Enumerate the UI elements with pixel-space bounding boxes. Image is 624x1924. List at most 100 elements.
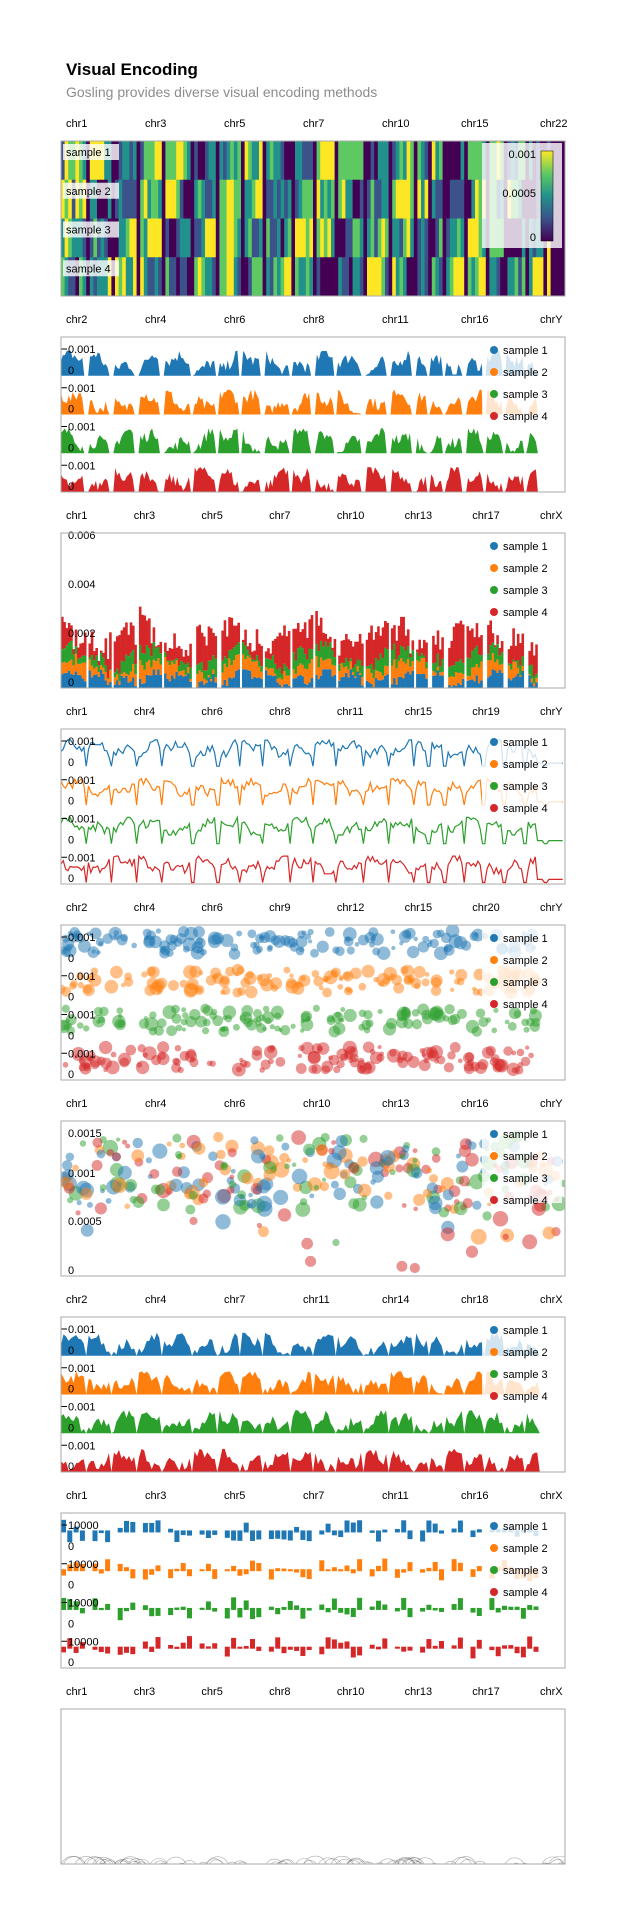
scatter-point <box>239 1011 253 1025</box>
heatmap-cell <box>421 257 425 297</box>
stacked-bar-mark <box>93 651 96 661</box>
stacked-bar-mark <box>308 648 312 664</box>
stacked-bar-mark <box>301 629 305 649</box>
scatter-point <box>229 1174 235 1180</box>
chart-track-9[interactable]: chr1 chr3 chr5 chr8 chr10 chr13 chr17 chrX <box>60 1686 572 1880</box>
heatmap-cell <box>363 257 368 297</box>
heatmap-cell <box>305 179 310 219</box>
stacked-bar-mark <box>439 675 442 688</box>
scatter-point <box>337 984 344 990</box>
heatmap-cell <box>550 257 555 297</box>
scatter-point <box>516 1048 525 1057</box>
heatmap-cell <box>291 257 296 297</box>
scatter-point <box>125 1143 131 1149</box>
stacked-bar-mark <box>74 653 78 672</box>
stacked-bar-mark <box>93 660 96 669</box>
circle-mark <box>548 1855 565 1864</box>
legend-swatch <box>490 1130 498 1138</box>
bar-mark <box>105 1646 111 1654</box>
stacked-bar-mark <box>393 677 396 688</box>
chart-track-7[interactable]: chr2 chr4 chr7 chr11 chr14 chr18 chrX0.00100.0… <box>60 1294 566 1473</box>
line-series-2 <box>61 776 563 806</box>
heatmap-cell <box>172 257 177 297</box>
heatmap-cell <box>323 218 328 258</box>
chart-track-8[interactable]: chr1 chr3 chr5 chr7 chr11 chr16 chrX1000001000… <box>60 1490 566 1669</box>
heatmap-cell <box>266 141 271 181</box>
stacked-bar-mark <box>294 673 298 679</box>
stacked-bar-mark <box>519 676 522 688</box>
stacked-bar-mark <box>512 661 515 678</box>
chart-track-3[interactable]: chr1 chr3 chr5 chr7 chr10 chr13 chr17 chrX0.006… <box>60 510 566 689</box>
stacked-bar-mark <box>457 623 460 662</box>
stacked-bar-mark <box>406 646 410 659</box>
stacked-bar-mark <box>521 670 525 688</box>
stacked-bar-mark <box>118 635 121 674</box>
stacked-bar-mark <box>294 628 298 661</box>
stacked-bar-mark <box>487 677 490 688</box>
scatter-point <box>225 966 235 977</box>
scatter-point <box>401 964 415 978</box>
heatmap-cell <box>381 141 386 181</box>
bar-mark <box>275 1568 281 1572</box>
heatmap-cell <box>439 257 443 297</box>
heatmap-cell <box>428 141 433 181</box>
bar-mark <box>331 1567 337 1572</box>
chart-track-6[interactable]: chr1 chr4 chr6 chr10 chr13 chr16 chrY0.00150.0… <box>56 1098 568 1277</box>
scatter-point <box>80 1187 93 1200</box>
circle-mark <box>379 1858 397 1864</box>
stacked-bar-mark <box>63 648 66 662</box>
heatmap-cell <box>104 218 109 258</box>
stacked-bar-mark <box>230 678 234 688</box>
stacked-bar-mark <box>356 641 360 660</box>
heatmap-cell <box>104 141 109 181</box>
circle-mark <box>557 1862 565 1864</box>
heatmap-cell <box>129 141 134 181</box>
circle-mark <box>397 1858 415 1864</box>
chromosome-tick-label: chr3 <box>145 118 166 130</box>
stacked-bar-mark <box>122 627 126 662</box>
stacked-bar-mark <box>402 647 405 662</box>
scatter-point <box>391 945 396 951</box>
heatmap-cell <box>147 218 152 258</box>
row-tick-label: 10000 <box>68 1598 99 1610</box>
stacked-bar-mark <box>349 641 353 659</box>
stacked-bar-mark <box>535 677 538 683</box>
stacked-bar-mark <box>292 669 295 679</box>
stacked-bar-mark <box>61 674 64 688</box>
stacked-bar-mark <box>67 661 71 671</box>
heatmap-cell <box>399 179 404 219</box>
scatter-point <box>198 1193 209 1204</box>
scatter-point <box>330 967 341 978</box>
chart-track-2[interactable]: chr2 chr4 chr6 chr8 chr11 chr16 chrY0.00100.00… <box>60 314 566 493</box>
heatmap-cell <box>179 141 184 181</box>
heatmap-cell <box>165 179 170 219</box>
stacked-bar-mark <box>356 659 360 667</box>
chart-track-5[interactable]: chr2 chr4 chr6 chr9 chr12 chr15 chr20 chrY0.001… <box>57 902 566 1081</box>
chromosome-tick-label: chr14 <box>382 1294 410 1306</box>
y-tick-label: 0.004 <box>68 579 96 591</box>
scatter-point <box>421 978 430 987</box>
stacked-bar-mark <box>129 622 133 653</box>
stacked-bar-mark <box>299 631 302 647</box>
chromosome-tick-label: chr13 <box>405 510 433 522</box>
heatmap-cell <box>115 218 119 258</box>
stacked-bar-mark <box>345 633 348 658</box>
chromosome-tick-label: chr13 <box>382 1098 410 1110</box>
heatmap-cell <box>331 257 335 297</box>
scatter-point <box>157 1198 170 1212</box>
stacked-bar-mark <box>379 635 383 654</box>
heatmap-cell <box>154 141 159 181</box>
heatmap-cell <box>201 179 206 219</box>
heatmap-cell <box>277 257 281 297</box>
legend-swatch <box>490 1566 498 1574</box>
stacked-bar-mark <box>425 662 428 669</box>
scatter-point <box>491 1027 498 1034</box>
chart-track-4[interactable]: chr1 chr4 chr6 chr8 chr11 chr15 chr19 chrY0.001… <box>60 706 566 885</box>
bar-mark <box>281 1646 287 1654</box>
stacked-bar-mark <box>74 646 78 654</box>
stacked-bar-mark <box>122 677 126 688</box>
heatmap-cell <box>151 179 155 219</box>
stacked-bar-mark <box>280 679 284 688</box>
